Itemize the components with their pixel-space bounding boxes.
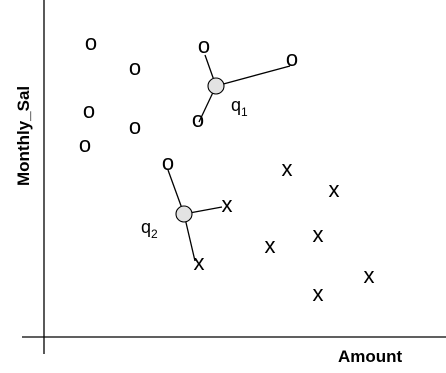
cross-point: x <box>313 281 324 306</box>
query-point-q1 <box>207 77 225 95</box>
cross-point: x <box>222 192 233 217</box>
circle-point: o <box>129 114 141 139</box>
query-label-q1-name: q <box>231 95 241 115</box>
cross-point: x <box>329 177 340 202</box>
circle-point: o <box>286 46 298 71</box>
circle-point: o <box>129 55 141 80</box>
query-point-q2 <box>175 205 193 223</box>
cross-point: x <box>364 263 375 288</box>
y-axis-label: Monthly_Sal <box>14 86 33 186</box>
cross-point: x <box>313 222 324 247</box>
query-label-q1-subscript: 1 <box>241 105 248 119</box>
circle-class-points: o o o o o o o o o <box>79 30 298 175</box>
query-label-q2-subscript: 2 <box>151 227 158 241</box>
query-label-q2: q2 <box>141 217 158 241</box>
query-label-q1: q1 <box>231 95 248 119</box>
circle-point: o <box>83 98 95 123</box>
cross-point: x <box>265 233 276 258</box>
circle-point: o <box>162 150 174 175</box>
q1-neighbor-link <box>215 65 291 87</box>
cross-point: x <box>194 250 205 275</box>
query-label-q2-name: q <box>141 217 151 237</box>
cross-point: x <box>282 156 293 181</box>
circle-point: o <box>85 30 97 55</box>
circle-point: o <box>192 107 204 132</box>
circle-point: o <box>198 33 210 58</box>
cross-class-points: x x x x x x x x <box>194 156 375 306</box>
circle-point: o <box>79 132 91 157</box>
x-axis-label: Amount <box>338 347 403 366</box>
